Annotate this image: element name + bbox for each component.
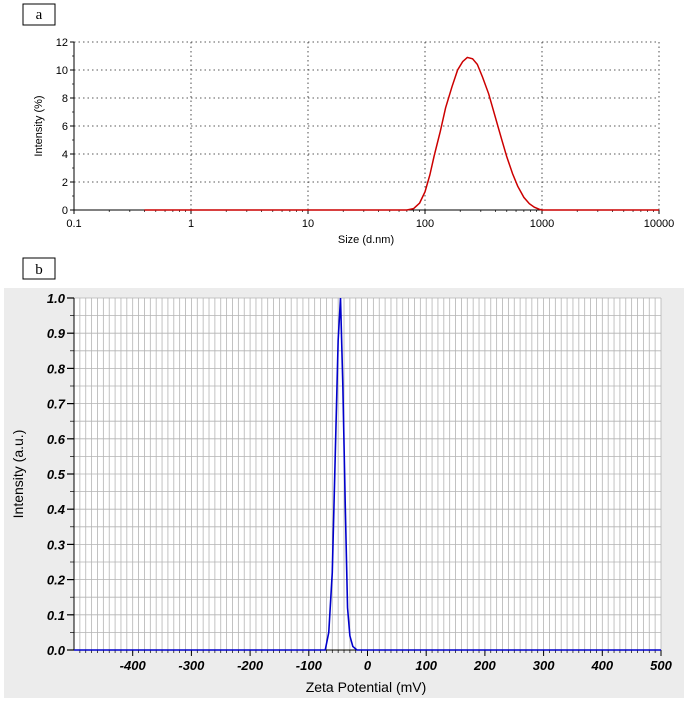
panel-a-x-tick-label: 100 (416, 218, 434, 230)
panel-b-y-ticks: 0.0 0.1 0.2 0.3 0.4 0.5 0.6 0.7 0.8 0.9 1.0 (47, 291, 74, 658)
panel-b-y-tick-label: 0.2 (47, 573, 66, 588)
panel-b-x-tick-label: 500 (650, 658, 672, 673)
panel-b-label: b (35, 262, 43, 278)
panel-b-y-tick-label: 0.9 (47, 326, 66, 341)
panel-b-x-tick-label: -200 (237, 658, 264, 673)
panel-b-series-line (74, 297, 661, 651)
panel-b-y-tick-label: 0.5 (47, 467, 66, 482)
panel-a-y-tick-label: 4 (62, 149, 68, 161)
panel-b-x-tick-label: 200 (473, 658, 496, 673)
panel-b-y-tick-label: 0.3 (47, 537, 66, 552)
panel-b-x-tick-label: 300 (533, 658, 555, 673)
panel-a-y-tick-label: 8 (62, 93, 68, 105)
panel-a-x-tick-label: 1 (188, 218, 194, 230)
panel-a-series-line (144, 56, 659, 211)
panel-b-y-tick-label: 0.4 (47, 502, 66, 517)
panel-a-y-tick-label: 0 (62, 205, 68, 217)
panel-a-label: a (36, 7, 43, 23)
panel-a-y-tick-label: 10 (56, 65, 68, 77)
panel-b-y-tick-label: 0.1 (47, 608, 65, 623)
panel-b-y-tick-label: 1.0 (47, 291, 66, 306)
panel-a-x-axis-title: Size (d.nm) (338, 234, 394, 246)
panel-a-x-tick-label: 1000 (530, 218, 554, 230)
panel-b-y-tick-label: 0.7 (47, 397, 66, 412)
panel-a-y-tick-label: 12 (56, 37, 68, 49)
panel-b-x-tick-label: 100 (415, 658, 437, 673)
panel-a-x-ticks: 0.1 1 10 100 1000 10000 (66, 210, 674, 230)
panel-b-y-tick-label: 0.8 (47, 361, 66, 376)
panel-b-y-tick-label: 0.6 (47, 432, 66, 447)
panel-a-x-tick-label: 0.1 (66, 218, 81, 230)
panel-a-label-box (22, 3, 56, 26)
panel-b-x-tick-label: -300 (178, 658, 205, 673)
panel-a-y-tick-label: 2 (62, 177, 68, 189)
panel-b-x-tick-label: -400 (120, 658, 147, 673)
panel-b-x-axis-title: Zeta Potential (mV) (306, 679, 427, 695)
panel-a-x-tick-label: 10000 (644, 218, 675, 230)
panel-a-y-tick-label: 6 (62, 121, 68, 133)
panel-b: b -400 -300 -200 -100 0 100 200 300 400 500 0.00.… (4, 257, 684, 698)
panel-b-x-tick-label: 0 (364, 658, 372, 673)
panel-b-label-box (22, 257, 56, 280)
panel-b-y-axis-title: Intensity (a.u.) (10, 430, 26, 519)
panel-a-x-tick-label: 10 (302, 218, 314, 230)
panel-b-x-tick-label: 400 (590, 658, 613, 673)
panel-a-y-ticks: 0 2 4 6 8 10 12 (56, 37, 74, 217)
panel-b-y-tick-label: 0.0 (47, 643, 66, 658)
panel-a-grid (74, 42, 659, 210)
panel-b-grid (74, 297, 662, 650)
panel-b-x-tick-label: -100 (296, 658, 323, 673)
panel-a: a 0.1 1 10 100 1000 10000 0 2 4 6 8 10 12 Size (d.n… (22, 3, 674, 246)
panel-a-y-axis-title: Intensity (%) (33, 95, 45, 156)
